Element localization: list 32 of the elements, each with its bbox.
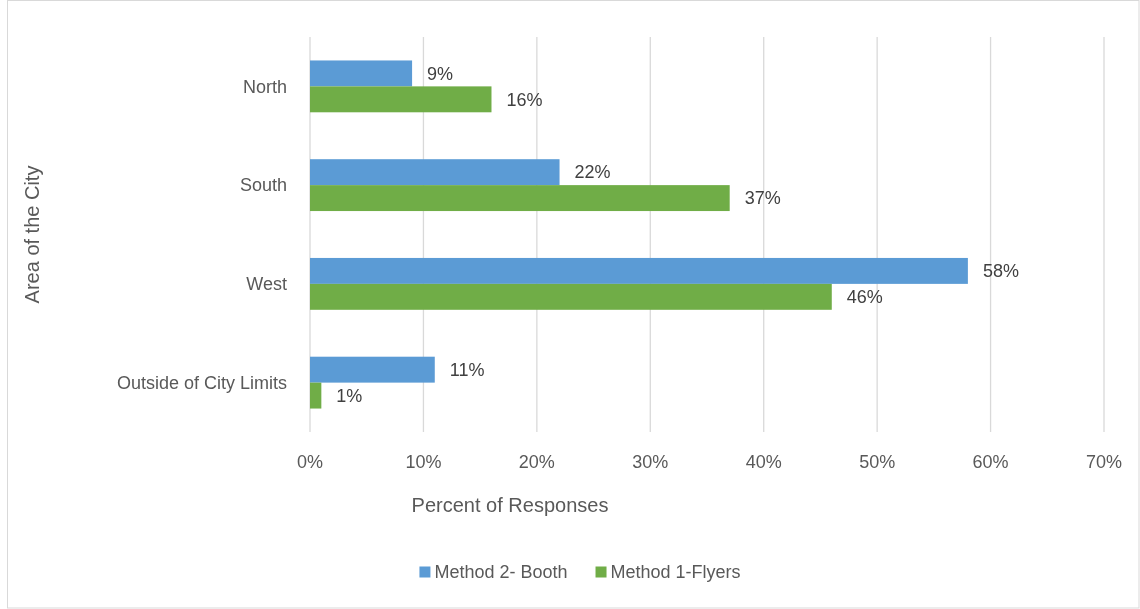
data-label: 22% bbox=[574, 162, 611, 183]
bar bbox=[310, 86, 492, 113]
bar bbox=[310, 60, 413, 87]
legend-label: Method 2- Booth bbox=[434, 562, 568, 583]
x-tick-label: 50% bbox=[859, 452, 896, 473]
x-tick-label: 0% bbox=[296, 452, 324, 473]
x-tick-label: 10% bbox=[405, 452, 442, 473]
x-tick-label: 30% bbox=[632, 452, 669, 473]
data-label: 16% bbox=[506, 89, 543, 110]
x-tick-label: 70% bbox=[1085, 452, 1123, 473]
x-axis-title: Percent of Responses bbox=[411, 494, 609, 516]
x-tick-label: 20% bbox=[518, 452, 555, 473]
y-tick-label: South bbox=[239, 175, 287, 196]
x-tick-label: 40% bbox=[745, 452, 782, 473]
bar bbox=[310, 257, 968, 284]
x-tick-label: 60% bbox=[972, 452, 1009, 473]
y-tick-label: North bbox=[242, 76, 287, 97]
bar bbox=[310, 356, 435, 383]
bar bbox=[310, 382, 322, 409]
y-tick-label: Outside of City Limits bbox=[116, 372, 287, 393]
y-axis-title: Area of the City bbox=[21, 165, 43, 304]
bar bbox=[310, 283, 832, 310]
bar bbox=[310, 159, 560, 186]
data-label: 11% bbox=[449, 359, 485, 380]
data-label: 46% bbox=[846, 287, 883, 308]
data-label: 1% bbox=[336, 385, 363, 406]
data-label: 58% bbox=[982, 261, 1019, 282]
data-label: 37% bbox=[744, 188, 781, 209]
legend-label: Method 1-Flyers bbox=[610, 562, 741, 583]
data-label: 9% bbox=[427, 63, 454, 84]
bar bbox=[310, 185, 730, 212]
y-tick-label: West bbox=[246, 274, 287, 295]
